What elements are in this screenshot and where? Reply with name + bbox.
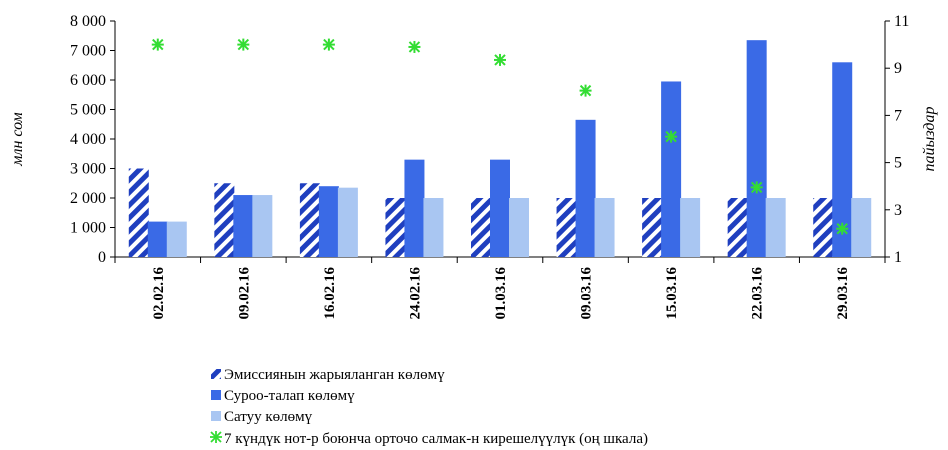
yield-marker <box>237 38 250 51</box>
legend: Эмиссиянын жарыяланган көлөмү Суроо-тала… <box>210 367 648 447</box>
plot-area: 0 1 000 2 000 3 000 4 000 5 000 6 000 7 000 8 00… <box>70 13 909 320</box>
right-axis-ticks: 1 3 5 7 9 11 <box>885 13 909 266</box>
legend-label-emission: Эмиссиянын жарыяланган көлөмү <box>224 367 445 383</box>
bar-sales <box>423 198 444 257</box>
legend-marker-yield <box>210 431 222 443</box>
y2-tick-label: 5 <box>894 155 902 172</box>
x-tick-label: 02.02.16 <box>151 267 167 320</box>
x-tick-label: 24.02.16 <box>407 267 423 320</box>
bar-sales <box>680 198 701 257</box>
y-axis-title: млн сом <box>9 112 26 166</box>
bar-demand <box>147 221 168 257</box>
bar-sales <box>337 187 358 257</box>
bar-demand <box>233 195 254 257</box>
x-tick-label: 09.03.16 <box>579 267 595 320</box>
y-tick-label: 1 000 <box>70 220 106 237</box>
x-tick-label: 15.03.16 <box>664 267 680 320</box>
y-tick-label: 4 000 <box>70 131 106 148</box>
bar-emission <box>727 198 748 257</box>
y-tick-label: 0 <box>98 249 106 266</box>
x-axis-ticks: 02.02.16 09.02.16 16.02.16 24.02.16 01.03.16… <box>114 257 886 320</box>
bar-emission <box>299 183 320 257</box>
yield-marker <box>151 38 164 51</box>
bars-group <box>128 40 872 257</box>
legend-swatch-demand <box>211 390 221 400</box>
bar-emission <box>471 198 491 257</box>
bar-demand <box>404 159 425 257</box>
legend-item-sales: Сатуу көлөмү <box>211 409 313 425</box>
bar-sales <box>765 198 786 257</box>
bar-demand <box>746 40 767 257</box>
legend-item-emission: Эмиссиянын жарыяланган көлөмү <box>211 367 445 383</box>
x-tick-label: 16.02.16 <box>322 267 338 320</box>
bar-emission <box>385 198 406 257</box>
bar-emission <box>214 183 235 257</box>
bar-sales <box>594 198 615 257</box>
bar-demand <box>661 81 682 257</box>
legend-label-demand: Суроо-талап көлөмү <box>224 388 355 404</box>
y-tick-label: 7 000 <box>70 43 106 60</box>
yield-marker <box>408 40 421 53</box>
left-axis-ticks: 0 1 000 2 000 3 000 4 000 5 000 6 000 7 000 8 00… <box>70 13 115 266</box>
bar-emission <box>813 198 834 257</box>
bar-emission <box>642 198 663 257</box>
x-tick-label: 29.03.16 <box>835 267 851 320</box>
x-tick-label: 09.02.16 <box>236 267 252 320</box>
y2-tick-label: 7 <box>894 107 902 124</box>
yield-marker <box>494 53 506 66</box>
bar-demand <box>832 62 853 257</box>
y2-tick-label: 11 <box>894 13 909 30</box>
yield-marker <box>750 181 763 194</box>
bar-emission <box>128 168 149 257</box>
y-tick-label: 8 000 <box>70 13 106 30</box>
bar-demand <box>575 119 596 257</box>
bar-demand <box>318 186 339 257</box>
legend-label-sales: Сатуу көлөмү <box>224 409 313 425</box>
yield-marker <box>836 222 849 235</box>
legend-item-demand: Суроо-талап көлөмү <box>211 388 355 404</box>
bar-emission <box>556 198 577 257</box>
markers-group <box>151 38 849 235</box>
y2-tick-label: 3 <box>894 202 902 219</box>
y2-tick-label: 1 <box>894 249 902 266</box>
y-tick-label: 6 000 <box>70 72 106 89</box>
x-tick-label: 01.03.16 <box>493 267 509 320</box>
yield-marker <box>579 84 592 97</box>
bar-sales <box>166 221 187 257</box>
legend-swatch-emission <box>211 369 221 379</box>
bar-sales <box>851 198 872 257</box>
legend-label-yield: 7 күндүк нот-р боюнча орточо салмак-н ки… <box>224 431 648 447</box>
yield-marker <box>322 38 335 51</box>
y2-axis-title: пайыздар <box>921 107 938 172</box>
y-tick-label: 2 000 <box>70 190 106 207</box>
bar-sales <box>509 198 529 257</box>
legend-swatch-sales <box>211 411 221 421</box>
yield-marker <box>665 130 678 143</box>
x-tick-label: 22.03.16 <box>750 267 766 320</box>
bar-demand <box>490 159 510 257</box>
legend-item-yield: 7 күндүк нот-р боюнча орточо салмак-н ки… <box>210 431 648 447</box>
y2-tick-label: 9 <box>894 60 902 77</box>
y-tick-label: 3 000 <box>70 161 106 178</box>
bar-sales <box>252 195 273 257</box>
y-tick-label: 5 000 <box>70 102 106 119</box>
